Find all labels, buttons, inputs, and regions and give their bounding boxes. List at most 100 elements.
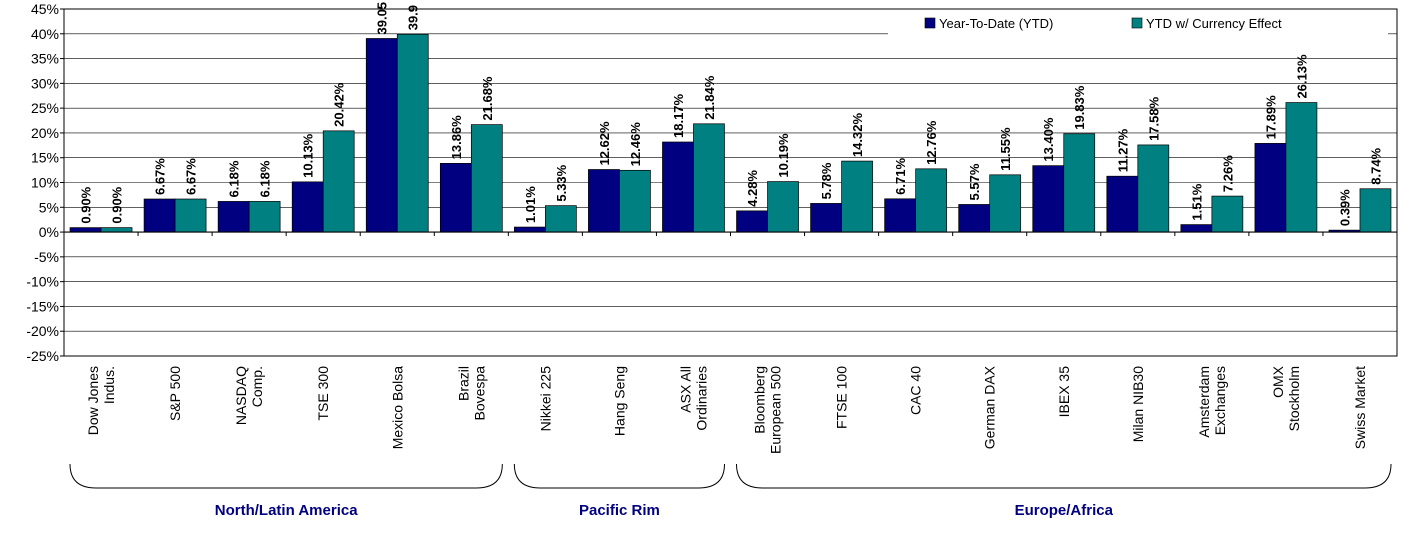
data-label: 13.40% — [1041, 117, 1056, 162]
data-label: 11.27% — [1115, 128, 1130, 172]
category-label: IBEX 35 — [1056, 366, 1072, 418]
y-tick-label: -20% — [26, 323, 59, 339]
bar — [736, 210, 768, 233]
bar — [439, 163, 472, 233]
data-label: 6.18% — [258, 160, 273, 197]
bar — [545, 205, 577, 233]
category-label: Brazil — [455, 366, 471, 401]
data-label: 12.46% — [628, 122, 643, 167]
bar — [217, 201, 250, 233]
bar — [1285, 102, 1318, 233]
data-label: 6.67% — [184, 158, 199, 195]
y-tick-label: -10% — [26, 274, 59, 290]
legend-label: Year-To-Date (YTD) — [939, 16, 1053, 31]
data-label: 0.90% — [110, 186, 125, 223]
y-tick-label: 0% — [39, 224, 59, 240]
category-label: OMX — [1270, 365, 1286, 398]
data-label: 7.26% — [1220, 155, 1235, 192]
bar — [1063, 133, 1096, 233]
data-label: 39.9 — [406, 5, 421, 30]
y-tick-label: 15% — [31, 150, 59, 166]
category-label: Mexico Bolsa — [389, 366, 405, 449]
bar — [1254, 143, 1287, 233]
data-label: 12.76% — [924, 120, 939, 165]
y-tick-label: -5% — [34, 249, 59, 265]
group-brace — [736, 463, 1392, 489]
bar — [662, 141, 694, 233]
category-label: European 500 — [768, 366, 784, 454]
plot-frame — [63, 8, 1398, 357]
bar — [1137, 144, 1170, 233]
data-label: 6.67% — [153, 158, 168, 195]
bar — [588, 169, 620, 233]
category-label: ASX All — [677, 366, 693, 413]
bar — [989, 174, 1022, 233]
group-brace — [69, 463, 503, 489]
category-label: NASDAQ — [233, 366, 249, 425]
data-label: 6.71% — [893, 158, 908, 195]
bar — [69, 227, 102, 233]
data-label: 10.13% — [301, 133, 316, 178]
bar — [619, 169, 651, 233]
bar — [841, 160, 873, 233]
data-label: 18.17% — [671, 93, 686, 138]
category-label: Stockholm — [1286, 366, 1302, 431]
category-label: Dow Jones — [85, 366, 101, 435]
data-label: 1.51% — [1189, 183, 1204, 220]
data-label: 12.62% — [597, 121, 612, 166]
category-label: Exchanges — [1212, 366, 1228, 435]
data-label: 39.05 — [375, 2, 390, 35]
data-label: 14.32% — [850, 113, 865, 158]
legend-label: YTD w/ Currency Effect — [1146, 16, 1282, 31]
bar — [915, 168, 947, 233]
bar — [248, 201, 281, 233]
data-label: 13.86% — [449, 115, 464, 160]
data-label: 10.19% — [776, 133, 791, 178]
data-label: 0.39% — [1337, 189, 1352, 226]
bar — [1180, 224, 1213, 233]
bar — [1032, 165, 1065, 233]
data-label: 5.33% — [554, 164, 569, 201]
data-label: 21.84% — [702, 75, 717, 120]
bar — [100, 227, 133, 233]
bar — [767, 181, 799, 233]
data-label: 19.83% — [1072, 85, 1087, 130]
group-brace — [513, 463, 725, 489]
y-tick-label: 35% — [31, 51, 59, 67]
data-label: 11.55% — [998, 127, 1013, 171]
bar — [396, 33, 429, 233]
bar — [1211, 195, 1244, 233]
y-tick-label: -25% — [26, 348, 59, 364]
data-label: 8.74% — [1368, 147, 1383, 184]
group-label: North/Latin America — [215, 502, 358, 519]
data-label: 21.68% — [480, 76, 495, 121]
data-label: 5.78% — [819, 162, 834, 199]
bar — [365, 38, 398, 233]
category-label: Comp. — [249, 366, 265, 407]
bar — [322, 130, 355, 233]
y-tick-label: 45% — [31, 1, 59, 17]
category-label: TSE 300 — [315, 366, 331, 421]
bar — [693, 123, 725, 233]
category-label: CAC 40 — [908, 366, 924, 415]
category-label: Indus. — [101, 366, 117, 404]
category-label: Swiss Market — [1352, 366, 1368, 449]
data-label: 26.13% — [1294, 54, 1309, 99]
bar — [884, 198, 916, 233]
category-label: Hang Seng — [611, 366, 627, 436]
category-label: S&P 500 — [167, 366, 183, 421]
category-label: Ordinaries — [693, 366, 709, 431]
category-label: Milan NIB30 — [1130, 366, 1146, 442]
bar — [174, 198, 207, 233]
bar — [810, 203, 842, 233]
category-label: German DAX — [982, 365, 998, 449]
data-label: 17.89% — [1263, 95, 1278, 140]
data-label: 17.58% — [1146, 96, 1161, 141]
category-label: Bovespa — [471, 366, 487, 421]
y-tick-label: 25% — [31, 100, 59, 116]
data-label: 20.42% — [332, 82, 347, 127]
bar — [291, 181, 324, 233]
bar — [143, 198, 176, 233]
y-tick-label: 40% — [31, 26, 59, 42]
